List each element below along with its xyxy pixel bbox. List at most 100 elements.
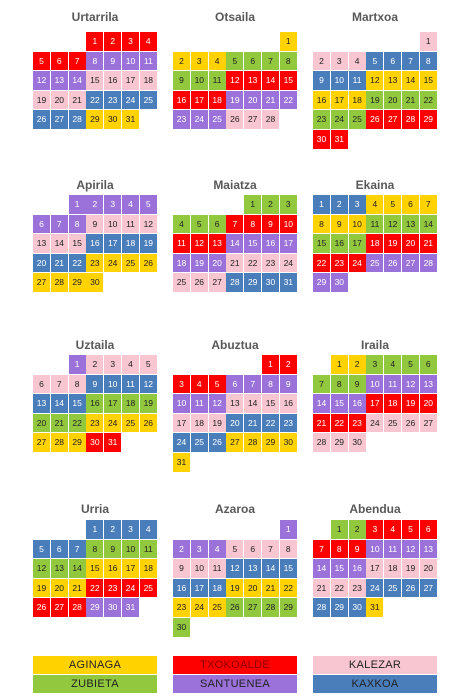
day-cell: 2 — [173, 539, 190, 559]
day-cell: 15 — [330, 559, 348, 578]
day-cell: 25 — [366, 253, 384, 273]
day-cell: 26 — [402, 578, 419, 598]
day-cell: 9 — [173, 71, 190, 90]
day-cell: 2 — [279, 355, 297, 374]
day-cell: 5 — [190, 214, 208, 234]
day-cell: 15 — [86, 71, 104, 90]
day-cell: 10 — [366, 374, 384, 394]
day-cell: 18 — [366, 234, 384, 253]
day-cell: 8 — [86, 51, 104, 71]
day-cell: 12 — [226, 71, 244, 90]
day-cell: 25 — [348, 110, 366, 129]
day-cell: 3 — [366, 520, 384, 539]
day-cell: 20 — [244, 578, 262, 598]
day-cell: 28 — [262, 110, 279, 129]
day-cell: 27 — [419, 413, 437, 433]
day-cell: 22 — [279, 90, 297, 110]
day-cell: 18 — [348, 90, 366, 110]
day-cell: 15 — [68, 394, 86, 413]
day-cell: 27 — [244, 598, 262, 617]
month-title: Urria — [80, 502, 109, 516]
day-cell: 9 — [104, 539, 122, 559]
day-cell: 17 — [122, 559, 139, 578]
day-cell: 6 — [419, 355, 437, 374]
day-cell: 6 — [208, 214, 226, 234]
day-cell: 9 — [279, 374, 297, 394]
day-cell: 24 — [104, 253, 122, 273]
day-cell: 13 — [419, 374, 437, 394]
day-cell: 30 — [104, 598, 122, 617]
month-title: Abendua — [349, 502, 401, 516]
day-cell: 3 — [104, 355, 122, 374]
day-cell: 7 — [419, 195, 437, 214]
day-cell: 24 — [104, 413, 122, 433]
day-cell: 18 — [208, 578, 226, 598]
day-cell: 5 — [33, 539, 50, 559]
day-cell: 29 — [313, 273, 330, 292]
day-cell: 26 — [366, 110, 384, 129]
legend-entry: SANTUENEA — [173, 675, 297, 693]
day-cell: 26 — [402, 413, 419, 433]
day-cell: 1 — [262, 355, 279, 374]
day-cell: 24 — [366, 578, 384, 598]
day-cell: 30 — [173, 618, 190, 637]
day-cell: 24 — [173, 433, 190, 452]
month-title: Maiatza — [213, 178, 257, 192]
day-cell: 9 — [104, 51, 122, 71]
day-cell: 27 — [33, 273, 50, 292]
day-cell: 21 — [402, 90, 419, 110]
day-cell: 1 — [86, 32, 104, 51]
day-cell: 19 — [208, 413, 226, 433]
day-cell: 27 — [226, 433, 244, 452]
day-cell: 20 — [402, 234, 419, 253]
day-cell: 9 — [86, 214, 104, 234]
day-cell: 6 — [50, 539, 68, 559]
day-cell: 30 — [86, 273, 104, 292]
day-cell: 1 — [86, 520, 104, 539]
day-cell: 18 — [122, 394, 139, 413]
day-cell: 12 — [384, 214, 402, 234]
day-cell: 11 — [348, 71, 366, 90]
day-cell: 14 — [226, 234, 244, 253]
day-cell: 10 — [330, 71, 348, 90]
day-cell: 14 — [262, 559, 279, 578]
day-cell: 26 — [139, 413, 157, 433]
day-cell: 25 — [208, 598, 226, 617]
day-cell: 20 — [384, 90, 402, 110]
day-cell: 13 — [50, 71, 68, 90]
day-cell: 15 — [313, 234, 330, 253]
day-cell: 31 — [122, 598, 139, 617]
day-cell: 27 — [208, 273, 226, 292]
day-cell: 28 — [402, 110, 419, 129]
day-cell: 10 — [173, 394, 190, 413]
day-cell: 9 — [86, 374, 104, 394]
day-cell: 31 — [366, 598, 384, 617]
legend-entry: KALEZAR — [313, 656, 437, 674]
day-cell: 19 — [190, 253, 208, 273]
day-cell: 19 — [33, 578, 50, 598]
day-cell: 23 — [330, 253, 348, 273]
day-cell: 17 — [190, 578, 208, 598]
day-cell: 22 — [313, 253, 330, 273]
day-cell: 19 — [402, 394, 419, 413]
day-cell: 10 — [104, 374, 122, 394]
day-cell: 16 — [330, 234, 348, 253]
day-cell: 30 — [262, 273, 279, 292]
day-cell: 3 — [279, 195, 297, 214]
day-cell: 1 — [330, 355, 348, 374]
day-cell: 4 — [173, 214, 190, 234]
day-cell: 21 — [419, 234, 437, 253]
day-cell: 30 — [104, 110, 122, 129]
day-cell: 13 — [419, 539, 437, 559]
day-cell: 26 — [384, 253, 402, 273]
day-cell: 31 — [104, 433, 122, 452]
day-cell: 22 — [262, 413, 279, 433]
day-cell: 14 — [313, 394, 330, 413]
day-cell: 1 — [330, 520, 348, 539]
day-cell: 22 — [330, 413, 348, 433]
day-cell: 20 — [419, 394, 437, 413]
day-cell: 22 — [279, 578, 297, 598]
day-cell: 19 — [226, 90, 244, 110]
day-cell: 10 — [104, 214, 122, 234]
day-cell: 22 — [86, 90, 104, 110]
